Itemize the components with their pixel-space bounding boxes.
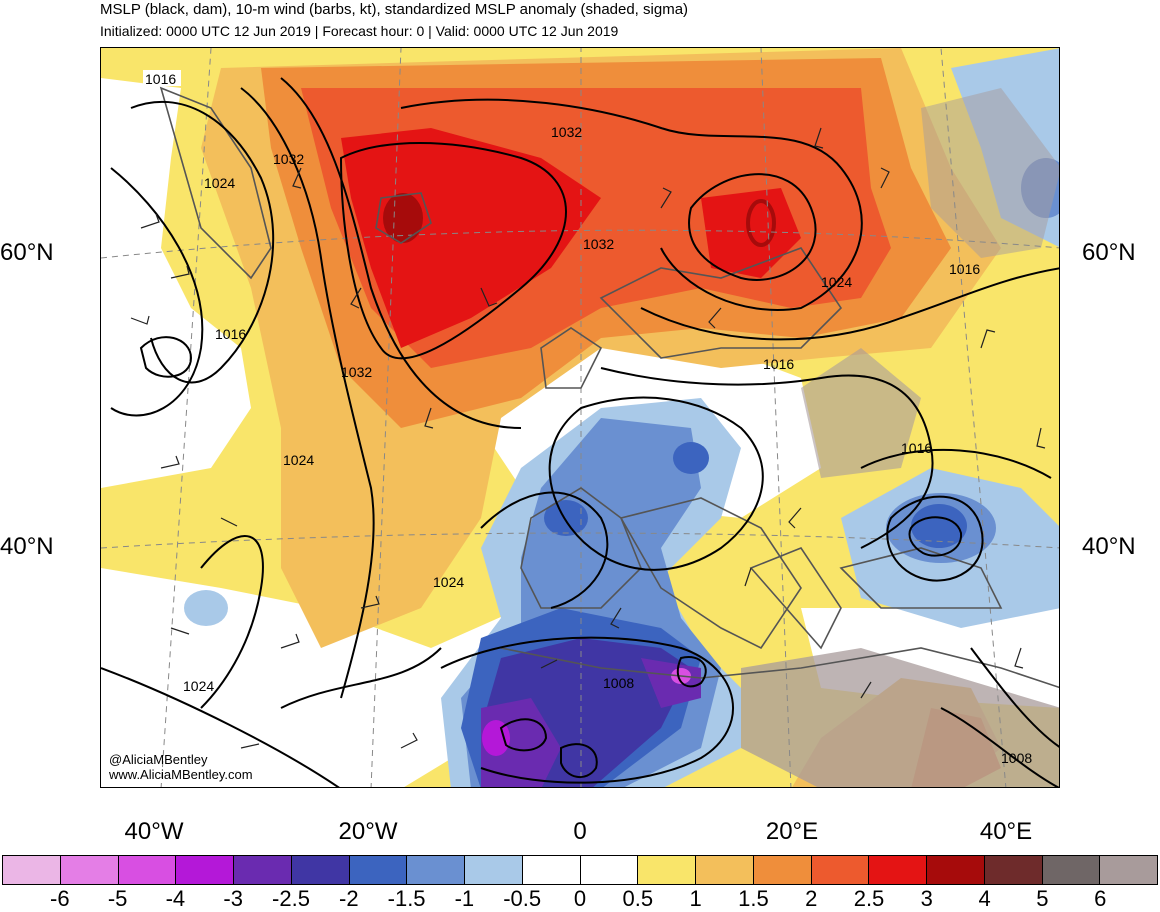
contour-label: 1032	[341, 364, 372, 380]
lon-label-40e: 40°E	[979, 818, 1033, 845]
colorbar-tick-label: -0.5	[503, 886, 542, 911]
isobars	[101, 77, 1059, 787]
lat-label-60n-left: 60°N	[0, 239, 54, 266]
lat-label-40n-left: 40°N	[0, 533, 54, 560]
anomaly-min-iberia	[482, 720, 510, 756]
colorbar-tick-label: -5	[107, 886, 128, 911]
colorbar-swatch	[522, 856, 581, 884]
colorbar-tick-label: 0.5	[622, 886, 654, 911]
colorbar-tick-label: 1	[689, 886, 702, 911]
colorbar-swatch	[176, 856, 234, 884]
colorbar-swatch	[984, 856, 1043, 884]
contour-label: 1032	[273, 151, 304, 167]
anomaly-neutral-west	[101, 78, 251, 488]
colorbar-swatch	[291, 856, 350, 884]
wind-barbs	[130, 127, 1046, 749]
colorbar-tick-label: 1.5	[738, 886, 769, 911]
coastlines	[159, 86, 1059, 689]
contour-label: 1016	[763, 356, 794, 372]
colorbar-swatch	[696, 856, 754, 884]
colorbar-swatch	[1100, 856, 1157, 884]
anomaly-low-blacksea	[911, 504, 967, 548]
anomaly-neutral-southwest	[101, 518, 661, 787]
anomaly-gray-africa	[741, 648, 1059, 787]
contour-label: 1016	[215, 326, 246, 342]
colorbar-swatch	[407, 856, 465, 884]
contour-label: 1032	[551, 124, 582, 140]
colorbar-tick-label: -1	[454, 886, 475, 911]
colorbar-tick-label: -2	[339, 886, 359, 911]
anomaly-low-biscay	[544, 500, 588, 536]
colorbar-swatch	[869, 856, 927, 884]
anomaly-gray-poland	[801, 348, 921, 478]
colorbar-swatch	[1042, 856, 1101, 884]
anomaly-max-scandinavia	[746, 199, 776, 247]
contour-label: 1024	[433, 574, 464, 590]
colorbar-tick-label: 2.5	[853, 886, 885, 911]
colorbar-tick-label: 3	[920, 886, 933, 911]
map-subtitle: Initialized: 0000 UTC 12 Jun 2019 | Fore…	[100, 23, 619, 39]
anomaly-max-iceland	[383, 193, 423, 243]
colorbar-swatch	[753, 856, 812, 884]
contour-label: 1032	[583, 236, 614, 252]
colorbar-swatch	[60, 856, 119, 884]
colorbar-swatch	[3, 856, 61, 884]
colorbar-tick-label: 2	[805, 886, 818, 911]
contour-label: 1008	[1001, 750, 1032, 766]
colorbar-tick-label: -1.5	[387, 886, 426, 911]
colorbar-tick-label: 6	[1094, 886, 1107, 911]
colorbar-swatch	[580, 856, 639, 884]
anomaly-negative-atlantic	[184, 590, 228, 626]
colorbar-tick-label: 4	[978, 886, 991, 911]
colorbar-tick-label: -3	[223, 886, 243, 911]
anomaly-low-alps	[673, 442, 709, 474]
colorbar-swatch	[465, 856, 523, 884]
contour-label: 1024	[183, 678, 214, 694]
credit-handle: @AliciaMBentley	[109, 752, 208, 767]
graticule	[101, 48, 1059, 787]
colorbar-swatch	[811, 856, 870, 884]
colorbar-tick-label: -6	[50, 886, 70, 911]
contour-label: 1016	[949, 261, 980, 277]
colorbar-swatch	[638, 856, 696, 884]
anomaly-negative-25	[481, 698, 561, 787]
colorbar-swatch	[927, 856, 985, 884]
contour-label: 1016	[901, 440, 932, 456]
lat-label-40n-right: 40°N	[1082, 533, 1136, 560]
colorbar	[2, 855, 1158, 885]
contour-label: 1024	[821, 274, 852, 290]
lon-label-40w: 40°W	[124, 818, 184, 845]
map-title: MSLP (black, dam), 10-m wind (barbs, kt)…	[100, 1, 689, 18]
colorbar-swatch	[234, 856, 292, 884]
lon-label-20e: 20°E	[765, 818, 819, 845]
lon-label-20w: 20°W	[338, 818, 398, 845]
colorbar-tick-label: 0	[573, 886, 587, 911]
colorbar-tick-label: 5	[1036, 886, 1049, 911]
contour-label: 1024	[204, 175, 235, 191]
colorbar-swatch	[118, 856, 177, 884]
contour-label: 1008	[603, 675, 634, 691]
contour-label: 1016	[145, 71, 176, 87]
colorbar-tick-label: -4	[165, 886, 186, 911]
lon-label-0: 0	[573, 818, 587, 845]
colorbar-tick-label: -2.5	[272, 886, 310, 911]
colorbar-swatch	[349, 856, 408, 884]
contour-label: 1024	[283, 452, 314, 468]
map-panel: 1016 1032 1024 1016 1032 1024 1032 1032 …	[100, 47, 1060, 788]
lat-label-60n-right: 60°N	[1082, 239, 1136, 266]
credit-website: www.AliciaMBentley.com	[109, 767, 253, 782]
contour-labels: 1016 1032 1024 1016 1032 1024 1032 1032 …	[143, 70, 1032, 766]
anomaly-map: 1016 1032 1024 1016 1032 1024 1032 1032 …	[101, 48, 1059, 787]
anomaly-positive-25-west	[341, 128, 601, 348]
